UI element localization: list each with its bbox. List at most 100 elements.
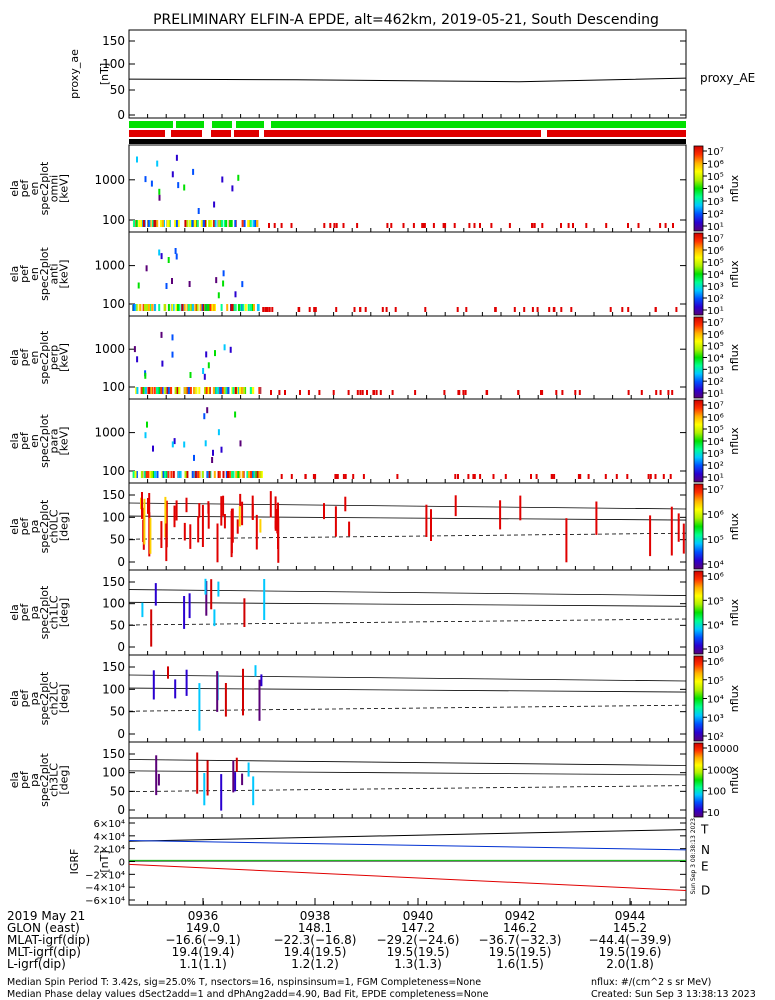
colorbar-tick-label: 10³ [707, 282, 724, 293]
heat-cell [185, 669, 188, 696]
heat-cell [144, 432, 147, 439]
heat-cell [336, 474, 339, 479]
heat-cell [175, 304, 178, 311]
heat-cell [530, 474, 532, 479]
heat-cell [373, 390, 376, 395]
antiloss-cone-line [128, 532, 687, 540]
heat-cell [535, 474, 538, 479]
heat-cell [215, 387, 218, 394]
heat-cell [207, 387, 210, 394]
xaxis-l: 1.6(1.5) [496, 957, 544, 971]
antiloss-cone-line [128, 785, 687, 792]
heat-cell [205, 581, 208, 616]
heat-cell [188, 593, 191, 619]
heat-cell [344, 474, 347, 479]
heat-cell [241, 281, 244, 288]
ylabel-line: pa [28, 520, 41, 534]
heat-cell [251, 503, 254, 520]
heat-cell [147, 498, 149, 514]
heat-cell [164, 387, 167, 394]
heat-cell [654, 474, 657, 479]
heat-cell [254, 665, 257, 677]
heat-cell [152, 220, 154, 227]
heat-cell [136, 356, 139, 363]
heat-cell [222, 495, 225, 516]
heat-cell [189, 524, 192, 549]
colorbar-tick-label: 10⁶ [707, 246, 724, 257]
heat-cell [197, 471, 200, 478]
heat-cell [257, 471, 260, 478]
heat-cell [253, 471, 256, 478]
heat-cell [207, 504, 210, 529]
heat-cell [342, 474, 345, 479]
heat-cell [194, 220, 197, 227]
heat-cell [352, 474, 355, 479]
heat-cell [430, 509, 432, 541]
heat-cell [560, 307, 563, 312]
heat-cell [230, 304, 233, 311]
panel-frame [128, 315, 687, 400]
colorbar-tick-label: 10⁵ [707, 676, 724, 687]
colorbar [693, 399, 704, 483]
heat-cell [217, 292, 220, 299]
heat-cell [171, 351, 174, 358]
heat-cell [241, 501, 244, 526]
heat-cell [206, 760, 209, 796]
heat-cell [132, 304, 135, 311]
heat-cell [627, 390, 630, 395]
heat-cell [379, 390, 382, 395]
panel-frame [128, 569, 687, 656]
heat-cell [173, 438, 176, 445]
heat-cell [268, 223, 270, 228]
colorbar-tick-label: 10³ [707, 365, 724, 376]
heat-cell [249, 387, 252, 394]
series-label-E: E [701, 859, 709, 873]
ytick-label: 1000 [94, 342, 125, 356]
heat-cell [144, 176, 147, 183]
heat-cell [255, 471, 258, 478]
ytick-label: 150 [102, 660, 125, 674]
heat-cell [214, 304, 216, 311]
xaxis-time: 0940 [403, 909, 434, 923]
status-bar-green [176, 121, 204, 128]
heat-cell [457, 474, 459, 479]
heat-cell [364, 307, 367, 312]
xaxis-mlat: −16.6(−9.1) [165, 933, 240, 947]
heat-cell [193, 454, 195, 461]
ytick-label: 50 [110, 618, 125, 632]
ytick-label: 0 [119, 858, 125, 869]
heat-cell [587, 474, 590, 479]
status-bar-red [547, 130, 686, 137]
colorbar-label: nflux [728, 260, 741, 288]
heat-cell [531, 307, 534, 312]
heat-cell [135, 220, 138, 227]
loss-cone-line [128, 770, 687, 776]
heat-cell [134, 304, 137, 311]
heat-cell [577, 474, 580, 479]
xaxis-l: 1.3(1.3) [394, 957, 442, 971]
ylabel-line: [deg] [58, 598, 71, 627]
heat-cell [146, 471, 148, 478]
status-bar-red [211, 130, 231, 137]
heat-cell [269, 491, 272, 518]
xaxis-glon: 145.2 [613, 921, 647, 935]
heat-cell [314, 474, 317, 479]
heat-cell [232, 760, 235, 793]
ytick-label: 100 [102, 464, 125, 478]
heat-cell [154, 583, 157, 606]
colorbar-tick-label: 10³ [707, 449, 724, 460]
heat-cell [258, 387, 261, 394]
heat-cell [178, 387, 181, 394]
heat-cell [604, 474, 607, 479]
heat-cell [167, 471, 170, 478]
colorbar-label: nflux [728, 427, 741, 455]
heat-cell [171, 441, 174, 448]
colorbar-tick-label: 10⁵ [707, 342, 724, 353]
ylabel-line: ela [8, 433, 21, 450]
heat-cell [196, 220, 199, 227]
ylabel-line: spec2plot [38, 414, 51, 468]
footer-units: nflux: #/(cm^2 s sr MeV) [591, 977, 712, 988]
footer-created: Created: Sun Sep 3 13:38:13 2023 [591, 989, 756, 1000]
heat-cell [198, 503, 201, 518]
